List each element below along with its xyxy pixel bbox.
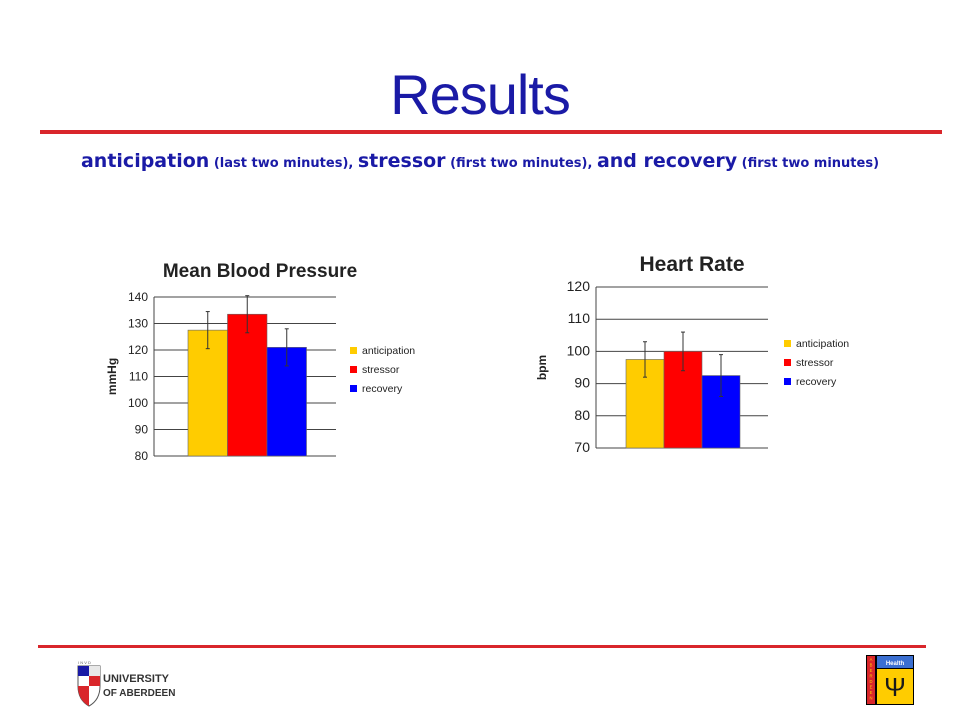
logo-university-line1: UNIVERSITY bbox=[103, 673, 170, 685]
legend-label: recovery bbox=[796, 376, 837, 388]
y-tick-label: 120 bbox=[567, 278, 591, 294]
y-tick-label: 110 bbox=[568, 310, 591, 326]
legend-label: recovery bbox=[362, 383, 403, 395]
logo-university-line2: OF ABERDEEN bbox=[103, 688, 175, 699]
y-tick-label: 110 bbox=[129, 370, 148, 384]
y-tick-label: 90 bbox=[574, 375, 590, 391]
y-tick-label: 120 bbox=[128, 343, 148, 357]
blood-pressure-chart: Mean Blood Pressure mmHg 80 90 100 110 120 130 1… bbox=[105, 261, 415, 463]
y-tick-label: 100 bbox=[567, 342, 591, 358]
subtitle-segment: (first two minutes), bbox=[445, 156, 597, 171]
subtitle-segment: (first two minutes) bbox=[737, 156, 880, 171]
y-axis-label: bpm bbox=[535, 355, 549, 380]
y-tick-label: 90 bbox=[135, 423, 149, 437]
slide-title: Results bbox=[390, 63, 571, 126]
subtitle-segment: stressor bbox=[357, 150, 446, 172]
chart-title: Mean Blood Pressure bbox=[163, 261, 357, 282]
bar-anticipation bbox=[187, 329, 228, 457]
y-axis-label: mmHg bbox=[105, 358, 119, 395]
university-logo: I N V D UNIVERSITY OF ABERDEEN bbox=[77, 660, 175, 707]
legend-swatch bbox=[350, 366, 357, 373]
y-tick-label: 80 bbox=[135, 449, 149, 463]
subtitle-segment: (last two minutes), bbox=[209, 156, 358, 171]
y-tick-label: 140 bbox=[128, 290, 148, 304]
subtitle-segment: anticipation bbox=[80, 150, 210, 172]
top-divider bbox=[40, 130, 942, 134]
legend-label: stressor bbox=[796, 357, 834, 369]
university-crest-icon: I N V D bbox=[77, 660, 101, 707]
logo-health-label: Health bbox=[886, 661, 905, 667]
chart-title: Heart Rate bbox=[639, 253, 744, 276]
bar-stressor bbox=[227, 313, 268, 457]
y-tick-label: 100 bbox=[128, 396, 148, 410]
legend-label: anticipation bbox=[796, 338, 849, 350]
subtitle-segment: and recovery bbox=[596, 150, 738, 172]
bottom-divider bbox=[38, 645, 926, 648]
legend-swatch bbox=[350, 347, 357, 354]
legend-swatch bbox=[784, 340, 791, 347]
legend-label: stressor bbox=[362, 364, 400, 376]
heart-rate-chart: Heart Rate bpm 70 80 90 100 110 120 anticipation… bbox=[535, 253, 849, 455]
legend-swatch bbox=[350, 385, 357, 392]
legend-swatch bbox=[784, 359, 791, 366]
y-tick-label: 70 bbox=[574, 439, 590, 455]
y-tick-label: 130 bbox=[128, 317, 148, 331]
psi-icon: Ψ bbox=[884, 672, 906, 702]
svg-text:I N V D: I N V D bbox=[78, 660, 91, 665]
legend-label: anticipation bbox=[362, 345, 415, 357]
slide-subtitle: anticipation (last two minutes), stresso… bbox=[0, 150, 960, 172]
y-tick-label: 80 bbox=[574, 407, 590, 423]
legend-swatch bbox=[784, 378, 791, 385]
